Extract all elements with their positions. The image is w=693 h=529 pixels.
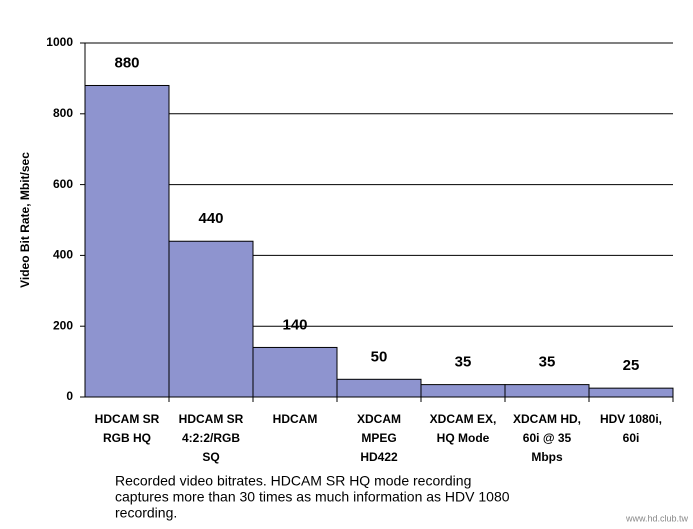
bar xyxy=(84,84,170,398)
x-tick-label: XDCAM xyxy=(357,412,401,426)
y-tick-label: 600 xyxy=(53,177,73,191)
value-label: 440 xyxy=(198,210,223,227)
x-tick-label: XDCAM EX, xyxy=(430,412,497,426)
value-label: 25 xyxy=(623,357,640,374)
x-tick-label: 4:2:2/RGB xyxy=(182,431,240,445)
bar xyxy=(168,240,254,398)
x-tick-label: Mbps xyxy=(531,450,563,464)
x-tick-label: XDCAM HD, xyxy=(513,412,581,426)
caption: captures more than 30 times as much info… xyxy=(115,489,510,505)
x-tick-label: 60i @ 35 xyxy=(523,431,572,445)
value-label: 35 xyxy=(539,354,556,371)
x-tick-label: HDCAM SR xyxy=(179,412,244,426)
y-tick-label: 200 xyxy=(53,318,73,332)
y-tick-label: 400 xyxy=(53,248,73,262)
value-label: 880 xyxy=(114,54,139,71)
x-tick-label: HDCAM SR xyxy=(95,412,160,426)
caption: Recorded video bitrates. HDCAM SR HQ mod… xyxy=(115,473,471,489)
x-tick-label: RGB HQ xyxy=(103,431,151,445)
x-tick-label: HQ Mode xyxy=(437,431,490,445)
bar xyxy=(420,384,506,398)
bar xyxy=(252,346,338,398)
y-tick-label: 0 xyxy=(66,389,73,403)
y-axis-label: Video Bit Rate, Mbit/sec xyxy=(18,152,32,288)
bar xyxy=(336,378,422,398)
caption: recording. xyxy=(115,505,177,521)
x-tick-label: HD422 xyxy=(360,450,398,464)
bar xyxy=(588,387,674,398)
y-tick-label: 800 xyxy=(53,106,73,120)
x-tick-label: SQ xyxy=(202,450,219,464)
value-label: 35 xyxy=(455,354,472,371)
x-tick-label: MPEG xyxy=(361,431,396,445)
x-tick-label: HDV 1080i, xyxy=(600,412,662,426)
value-label: 50 xyxy=(371,348,388,365)
x-tick-label: HDCAM xyxy=(273,412,318,426)
value-label: 140 xyxy=(282,316,307,333)
bar xyxy=(504,384,590,398)
x-tick-label: 60i xyxy=(623,431,640,445)
watermark: www.hd.club.tw xyxy=(625,513,689,523)
y-tick-label: 1000 xyxy=(46,35,73,49)
